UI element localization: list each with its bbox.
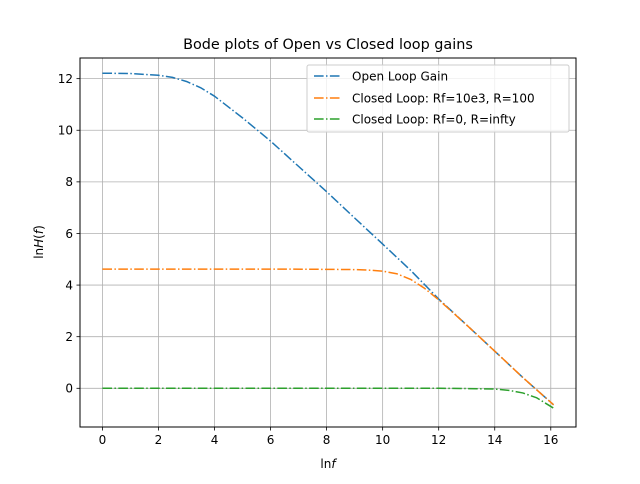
series-lines xyxy=(102,72,555,409)
y-tick-label: 8 xyxy=(65,175,73,189)
y-axis-label-close-paren: ) xyxy=(32,225,46,230)
y-tick-label: 12 xyxy=(58,72,73,86)
legend-label-open-loop: Open Loop Gain xyxy=(352,70,448,84)
series-line-1 xyxy=(102,268,555,406)
y-axis-label: lnH(f) xyxy=(32,225,46,259)
y-tick-label: 6 xyxy=(65,227,73,241)
y-tick-label: 10 xyxy=(58,124,73,138)
plot-area-frame xyxy=(79,57,577,428)
x-tick-label: 4 xyxy=(211,433,219,447)
legend-label-closed-loop-rf-0: Closed Loop: Rf=0, R=infty xyxy=(352,113,516,127)
y-tick-label: 0 xyxy=(65,382,73,396)
x-axis-label: lnf xyxy=(320,457,337,471)
legend-box xyxy=(306,64,570,133)
x-tick-label: 8 xyxy=(323,433,331,447)
y-tick-label: 4 xyxy=(65,278,73,292)
x-tick-label: 6 xyxy=(267,433,275,447)
series-line-2 xyxy=(102,387,554,409)
x-tick-label: 12 xyxy=(431,433,446,447)
x-tick-label: 2 xyxy=(155,433,163,447)
x-axis-ticks: 0 2 4 6 8 10 12 14 16 xyxy=(99,427,558,447)
y-axis-label-prefix: ln xyxy=(32,248,46,259)
chart-legend: Open Loop Gain Closed Loop: Rf=10e3, R=1… xyxy=(306,64,570,133)
x-tick-label: 10 xyxy=(375,433,390,447)
y-axis-label-variable: f xyxy=(32,228,46,234)
x-axis-label-prefix: ln xyxy=(320,457,331,471)
legend-label-closed-loop-rf-10e3: Closed Loop: Rf=10e3, R=100 xyxy=(352,92,535,106)
x-tick-label: 16 xyxy=(543,433,558,447)
y-axis-label-h: H xyxy=(32,239,46,248)
y-axis-ticks: 0 2 4 6 8 10 12 xyxy=(58,72,80,396)
x-axis-label-variable: f xyxy=(331,457,337,471)
chart-title: Bode plots of Open vs Closed loop gains xyxy=(183,37,473,53)
x-tick-label: 14 xyxy=(487,433,502,447)
y-tick-label: 2 xyxy=(65,330,73,344)
x-tick-label: 0 xyxy=(99,433,107,447)
y-axis-label-open-paren: ( xyxy=(32,234,46,239)
